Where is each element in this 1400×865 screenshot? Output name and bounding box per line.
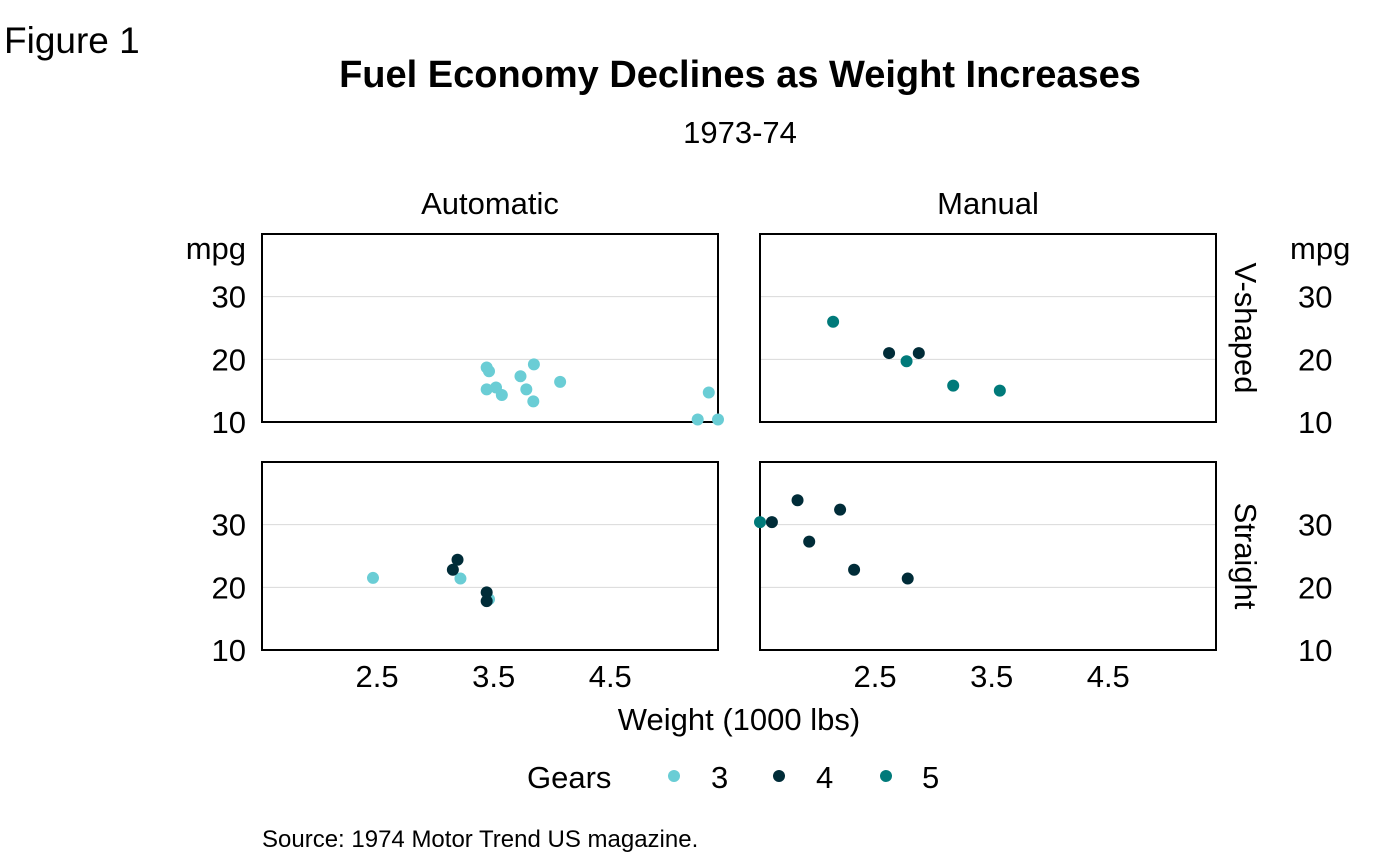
y-tick-label: 30: [212, 280, 246, 315]
data-point: [754, 516, 766, 529]
legend-label: 5: [922, 760, 939, 795]
y-tick-label-right: 30: [1298, 508, 1332, 543]
data-point: [366, 571, 379, 584]
legend-label: 4: [816, 760, 833, 795]
data-point: [993, 384, 1006, 397]
figure-label: Figure 1: [4, 20, 140, 61]
x-tick-label: 4.5: [1087, 659, 1130, 694]
panel-frame: [261, 461, 719, 651]
panel-frame: [759, 233, 1217, 423]
panel-frame: [261, 233, 719, 423]
x-tick-label: 3.5: [472, 659, 515, 694]
legend-marker: [880, 770, 892, 782]
data-point: [691, 413, 704, 426]
panel-frame: [759, 461, 1217, 651]
data-point: [791, 494, 804, 507]
facet-column-label: Automatic: [421, 186, 559, 221]
data-point: [480, 595, 493, 608]
y-tick-label-right: 30: [1298, 280, 1332, 315]
data-point: [827, 315, 840, 328]
y-tick-label-right: 20: [1298, 342, 1332, 377]
y-tick-label: 10: [212, 633, 246, 668]
legend-marker: [773, 770, 785, 782]
data-point: [520, 383, 533, 396]
y-tick-label-right: 10: [1298, 405, 1332, 440]
data-point: [901, 572, 914, 585]
y-tick-label-right: 10: [1298, 633, 1332, 668]
y-axis-label: mpg: [186, 231, 246, 266]
legend-label: 3: [711, 760, 728, 795]
data-point: [446, 563, 459, 576]
legend-marker: [668, 770, 680, 782]
data-point: [451, 553, 464, 566]
data-point: [765, 516, 778, 529]
data-point: [483, 365, 496, 378]
data-point: [883, 347, 896, 360]
data-point: [702, 386, 715, 399]
facet-row-label: Straight: [1228, 503, 1263, 610]
x-tick-label: 2.5: [356, 659, 399, 694]
source-note: Source: 1974 Motor Trend US magazine.: [262, 826, 699, 853]
y-axis-label-right: mpg: [1290, 231, 1350, 266]
data-point: [803, 535, 816, 548]
data-point: [514, 370, 527, 383]
data-point: [480, 586, 493, 599]
data-point: [490, 381, 503, 394]
x-tick-label: 4.5: [589, 659, 632, 694]
x-tick-label: 2.5: [854, 659, 897, 694]
legend-title: Gears: [527, 760, 611, 795]
y-tick-label: 10: [212, 405, 246, 440]
data-point: [454, 572, 467, 585]
y-tick-label: 30: [212, 508, 246, 543]
data-point: [900, 355, 913, 368]
facet-column-label: Manual: [937, 186, 1039, 221]
y-tick-label: 20: [212, 570, 246, 605]
data-point: [527, 358, 540, 371]
data-point: [912, 347, 925, 360]
data-point: [480, 383, 493, 396]
y-tick-label: 20: [212, 342, 246, 377]
x-tick-label: 3.5: [970, 659, 1013, 694]
data-point: [712, 413, 724, 426]
y-tick-label-right: 20: [1298, 570, 1332, 605]
x-axis-title: Weight (1000 lbs): [618, 702, 860, 737]
data-point: [834, 503, 847, 516]
facet-row-label: V-shaped: [1228, 263, 1263, 394]
data-point: [848, 563, 861, 576]
chart-title: Fuel Economy Declines as Weight Increase…: [339, 54, 1141, 96]
chart-subtitle: 1973-74: [683, 115, 797, 150]
data-point: [947, 379, 960, 392]
data-point: [527, 395, 540, 408]
data-point: [554, 375, 567, 388]
